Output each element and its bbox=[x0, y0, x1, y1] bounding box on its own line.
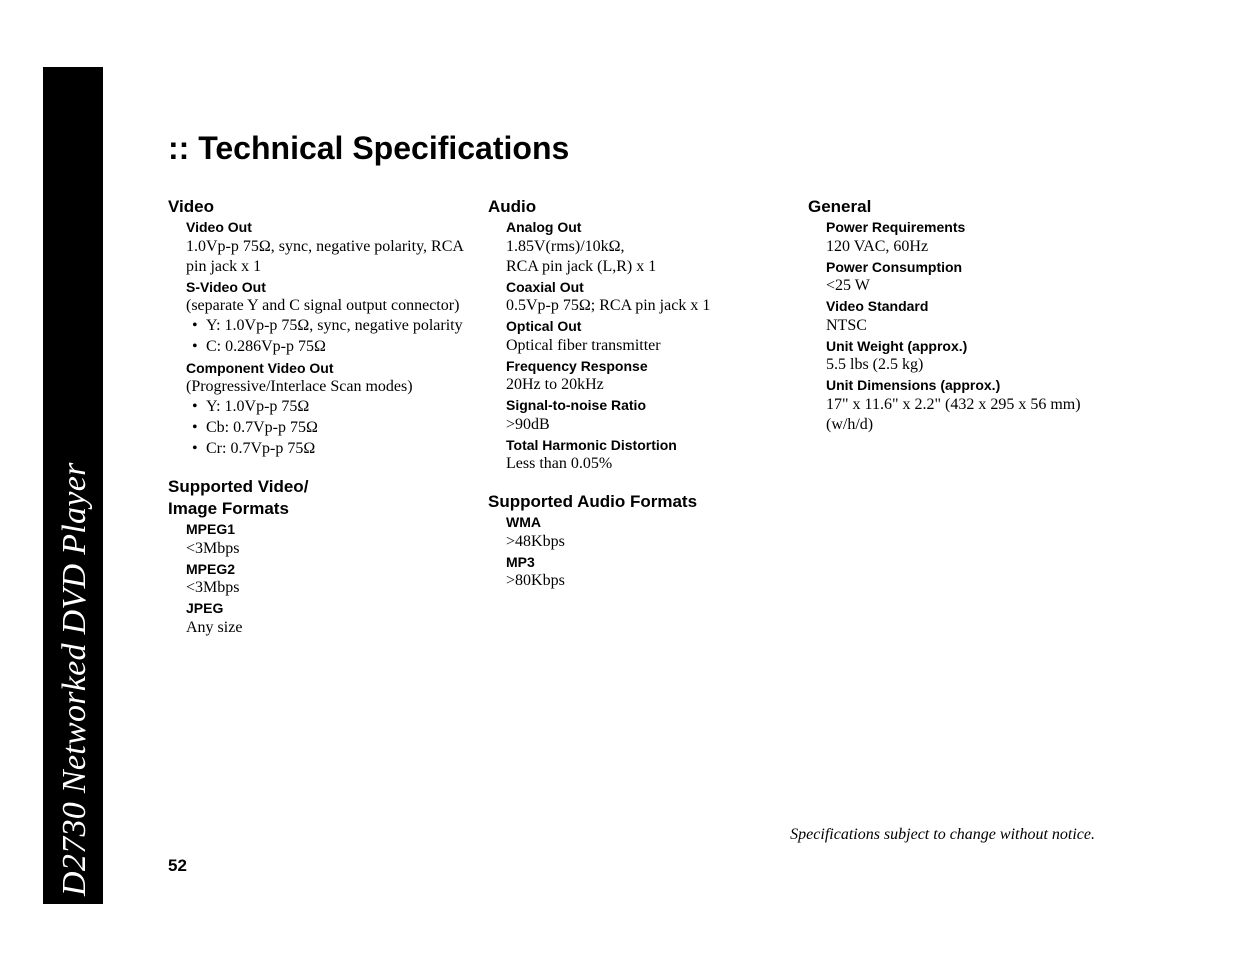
value-optical-out: Optical fiber transmitter bbox=[506, 336, 788, 356]
label-power-con: Power Consumption bbox=[826, 259, 1128, 277]
heading-audio: Audio bbox=[488, 197, 788, 217]
value-svideo-out: (separate Y and C signal output connecto… bbox=[186, 296, 468, 316]
value-coaxial-out: 0.5Vp-p 75Ω; RCA pin jack x 1 bbox=[506, 296, 788, 316]
heading-audio-formats: Supported Audio Formats bbox=[488, 492, 788, 512]
label-jpeg: JPEG bbox=[186, 600, 468, 618]
value-snr: >90dB bbox=[506, 415, 788, 435]
label-mp3: MP3 bbox=[506, 554, 788, 572]
page-title: :: Technical Specifications bbox=[168, 130, 1178, 167]
heading-video: Video bbox=[168, 197, 468, 217]
label-snr: Signal-to-noise Ratio bbox=[506, 397, 788, 415]
value-component-out: (Progressive/Interlace Scan modes) bbox=[186, 377, 468, 397]
label-video-std: Video Standard bbox=[826, 298, 1128, 316]
value-weight: 5.5 lbs (2.5 kg) bbox=[826, 355, 1128, 375]
column-audio: Audio Analog Out 1.85V(rms)/10kΩ, RCA pi… bbox=[488, 195, 788, 638]
label-video-out: Video Out bbox=[186, 219, 468, 237]
value-jpeg: Any size bbox=[186, 618, 468, 638]
heading-video-formats-1: Supported Video/ bbox=[168, 477, 468, 497]
label-mpeg2: MPEG2 bbox=[186, 561, 468, 579]
list-item: Cb: 0.7Vp-p 75Ω bbox=[186, 418, 468, 439]
value-dimensions: 17" x 11.6" x 2.2" (432 x 295 x 56 mm) (… bbox=[826, 395, 1128, 435]
value-mpeg2: <3Mbps bbox=[186, 578, 468, 598]
label-mpeg1: MPEG1 bbox=[186, 521, 468, 539]
change-notice: Specifications subject to change without… bbox=[790, 826, 1095, 844]
list-item: Y: 1.0Vp-p 75Ω bbox=[186, 397, 468, 418]
value-analog-out-2: RCA pin jack (L,R) x 1 bbox=[506, 257, 788, 277]
content-area: :: Technical Specifications Video Video … bbox=[168, 130, 1178, 638]
column-video: Video Video Out 1.0Vp-p 75Ω, sync, negat… bbox=[168, 195, 468, 638]
list-item: Cr: 0.7Vp-p 75Ω bbox=[186, 439, 468, 460]
label-svideo-out: S-Video Out bbox=[186, 279, 468, 297]
page-number: 52 bbox=[168, 856, 187, 876]
value-power-req: 120 VAC, 60Hz bbox=[826, 237, 1128, 257]
list-svideo: Y: 1.0Vp-p 75Ω, sync, negative polarity … bbox=[186, 316, 468, 358]
label-coaxial-out: Coaxial Out bbox=[506, 279, 788, 297]
label-optical-out: Optical Out bbox=[506, 318, 788, 336]
heading-general: General bbox=[808, 197, 1128, 217]
column-general: General Power Requirements 120 VAC, 60Hz… bbox=[808, 195, 1128, 638]
label-analog-out: Analog Out bbox=[506, 219, 788, 237]
heading-video-formats-2: Image Formats bbox=[168, 499, 468, 519]
value-video-out: 1.0Vp-p 75Ω, sync, negative polarity, RC… bbox=[186, 237, 468, 277]
label-freq-response: Frequency Response bbox=[506, 358, 788, 376]
label-wma: WMA bbox=[506, 514, 788, 532]
page: D2730 Networked DVD Player :: Technical … bbox=[0, 0, 1235, 954]
list-item: Y: 1.0Vp-p 75Ω, sync, negative polarity bbox=[186, 316, 468, 337]
label-weight: Unit Weight (approx.) bbox=[826, 338, 1128, 356]
value-mp3: >80Kbps bbox=[506, 571, 788, 591]
list-component: Y: 1.0Vp-p 75Ω Cb: 0.7Vp-p 75Ω Cr: 0.7Vp… bbox=[186, 397, 468, 459]
value-mpeg1: <3Mbps bbox=[186, 539, 468, 559]
columns: Video Video Out 1.0Vp-p 75Ω, sync, negat… bbox=[168, 195, 1178, 638]
label-thd: Total Harmonic Distortion bbox=[506, 437, 788, 455]
value-power-con: <25 W bbox=[826, 276, 1128, 296]
value-thd: Less than 0.05% bbox=[506, 454, 788, 474]
list-item: C: 0.286Vp-p 75Ω bbox=[186, 337, 468, 358]
value-wma: >48Kbps bbox=[506, 532, 788, 552]
spine-title: D2730 Networked DVD Player bbox=[56, 462, 94, 896]
value-video-std: NTSC bbox=[826, 316, 1128, 336]
label-dimensions: Unit Dimensions (approx.) bbox=[826, 377, 1128, 395]
label-power-req: Power Requirements bbox=[826, 219, 1128, 237]
value-freq-response: 20Hz to 20kHz bbox=[506, 375, 788, 395]
value-analog-out-1: 1.85V(rms)/10kΩ, bbox=[506, 237, 788, 257]
label-component-out: Component Video Out bbox=[186, 360, 468, 378]
